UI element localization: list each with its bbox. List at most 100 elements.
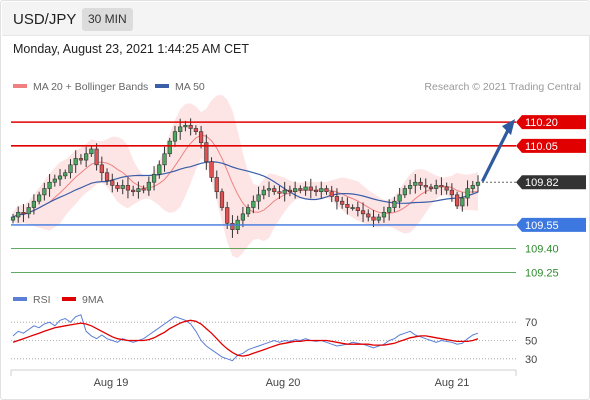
- rsi-ma-line: [12, 319, 479, 357]
- rsi-plot-area: 70 50 30: [11, 314, 537, 366]
- candle-body: [84, 153, 89, 161]
- candle-body: [455, 194, 460, 207]
- timeframe-button[interactable]: 30 MIN: [82, 8, 133, 31]
- level-label-110.20: 110.20: [525, 117, 558, 129]
- candle-body: [89, 148, 94, 155]
- candle-body: [136, 188, 141, 193]
- candle-body: [428, 186, 434, 189]
- legend-rsi-swatch: [13, 297, 27, 301]
- forecast-arrow: [481, 128, 510, 182]
- candle-body: [397, 194, 402, 202]
- candle-body: [16, 211, 21, 218]
- candle-body: [219, 191, 225, 208]
- candle-body: [345, 204, 350, 208]
- candle-body: [68, 164, 73, 174]
- legend-ma20-swatch: [13, 84, 27, 88]
- copyright-text: Research © 2021 Trading Central: [424, 81, 581, 93]
- candle-body: [225, 207, 230, 224]
- legend-ma20-label: MA 20 + Bollinger Bands: [33, 81, 148, 93]
- candle-body: [266, 188, 272, 191]
- candle-body: [57, 175, 63, 180]
- candle-body: [94, 148, 99, 166]
- level-label-109.25: 109.25: [525, 267, 559, 279]
- candle-body: [204, 142, 209, 162]
- candle-body: [340, 200, 345, 205]
- candle-body: [193, 128, 198, 132]
- candle-body: [178, 126, 183, 132]
- candle-body: [52, 178, 57, 183]
- candle-body: [209, 161, 214, 178]
- rsi-line: [12, 314, 479, 362]
- legend-9ma-swatch: [62, 297, 76, 301]
- level-label-109.40: 109.40: [525, 244, 559, 256]
- candle-body: [308, 186, 313, 191]
- candle-body: [78, 158, 84, 161]
- candle-body: [251, 200, 256, 208]
- level-tag-109.55: [516, 217, 586, 232]
- candle-body: [131, 189, 136, 193]
- candle-body: [376, 216, 381, 221]
- legend-ma50-swatch: [155, 84, 169, 88]
- candle-body: [256, 194, 261, 202]
- candle-body: [146, 181, 151, 191]
- candle-body: [360, 210, 366, 215]
- candle-body: [31, 200, 36, 208]
- current-price-label: 109.82: [525, 177, 559, 189]
- rsi-tick-label: 30: [525, 354, 537, 366]
- candle-body: [407, 185, 413, 189]
- candle-body: [303, 186, 308, 191]
- candle-body: [37, 194, 42, 202]
- level-tag-110.05: [516, 138, 586, 153]
- candle-body: [240, 213, 245, 221]
- legend-rsi-label: RSI: [33, 294, 51, 306]
- candle-body: [261, 189, 266, 196]
- ma20-line: [12, 134, 479, 218]
- candle-body: [183, 124, 188, 128]
- candle-body: [120, 185, 125, 189]
- legend-9ma-label: 9MA: [82, 294, 104, 306]
- level-label-109.55: 109.55: [525, 220, 559, 232]
- candle-body: [418, 181, 423, 186]
- candle-body: [434, 185, 439, 189]
- symbol-label: USD/JPY: [13, 11, 77, 28]
- rsi-legend: RSI 9MA: [13, 294, 104, 306]
- ma50-line: [12, 161, 479, 218]
- level-tag-110.20: [516, 115, 586, 130]
- candle-body: [381, 211, 387, 218]
- candle-body: [10, 216, 16, 221]
- candle-body: [172, 131, 178, 142]
- price-tags: 110.20 110.05 109.55 109.40 109.25 109.82: [481, 115, 586, 279]
- candle-body: [387, 207, 392, 213]
- candle-body: [42, 188, 47, 196]
- candle-body: [230, 223, 235, 230]
- x-tick-label: Aug 21: [435, 377, 470, 389]
- candle-body: [334, 196, 340, 202]
- candle-body: [319, 188, 324, 193]
- candle-body: [423, 185, 428, 188]
- candle-body: [157, 164, 162, 175]
- candle-body: [167, 140, 172, 155]
- candle-body: [21, 211, 26, 215]
- candle-body: [272, 188, 277, 193]
- candle-body: [188, 124, 193, 129]
- candle-body: [293, 188, 298, 193]
- timestamp: Monday, August 23, 2021 1:44:25 AM CET: [13, 42, 250, 56]
- price-plot-area: [10, 95, 481, 258]
- x-axis: Aug 19 Aug 20 Aug 21: [10, 369, 517, 389]
- candle-body: [298, 188, 303, 191]
- candle-body: [329, 191, 334, 197]
- candle-body: [402, 188, 407, 196]
- x-tick-label: Aug 19: [94, 377, 129, 389]
- forecast-arrow-head: [502, 119, 515, 136]
- candle-body: [198, 131, 204, 143]
- candle-body: [110, 180, 115, 186]
- candle-body: [324, 188, 329, 193]
- bollinger-band: [13, 95, 478, 258]
- header-bar: USD/JPY 30 MIN: [2, 2, 590, 36]
- candle-body: [214, 177, 219, 193]
- candle-body: [313, 189, 319, 193]
- candle-body: [151, 174, 157, 183]
- candle-body: [350, 207, 355, 210]
- candle-body: [162, 153, 167, 166]
